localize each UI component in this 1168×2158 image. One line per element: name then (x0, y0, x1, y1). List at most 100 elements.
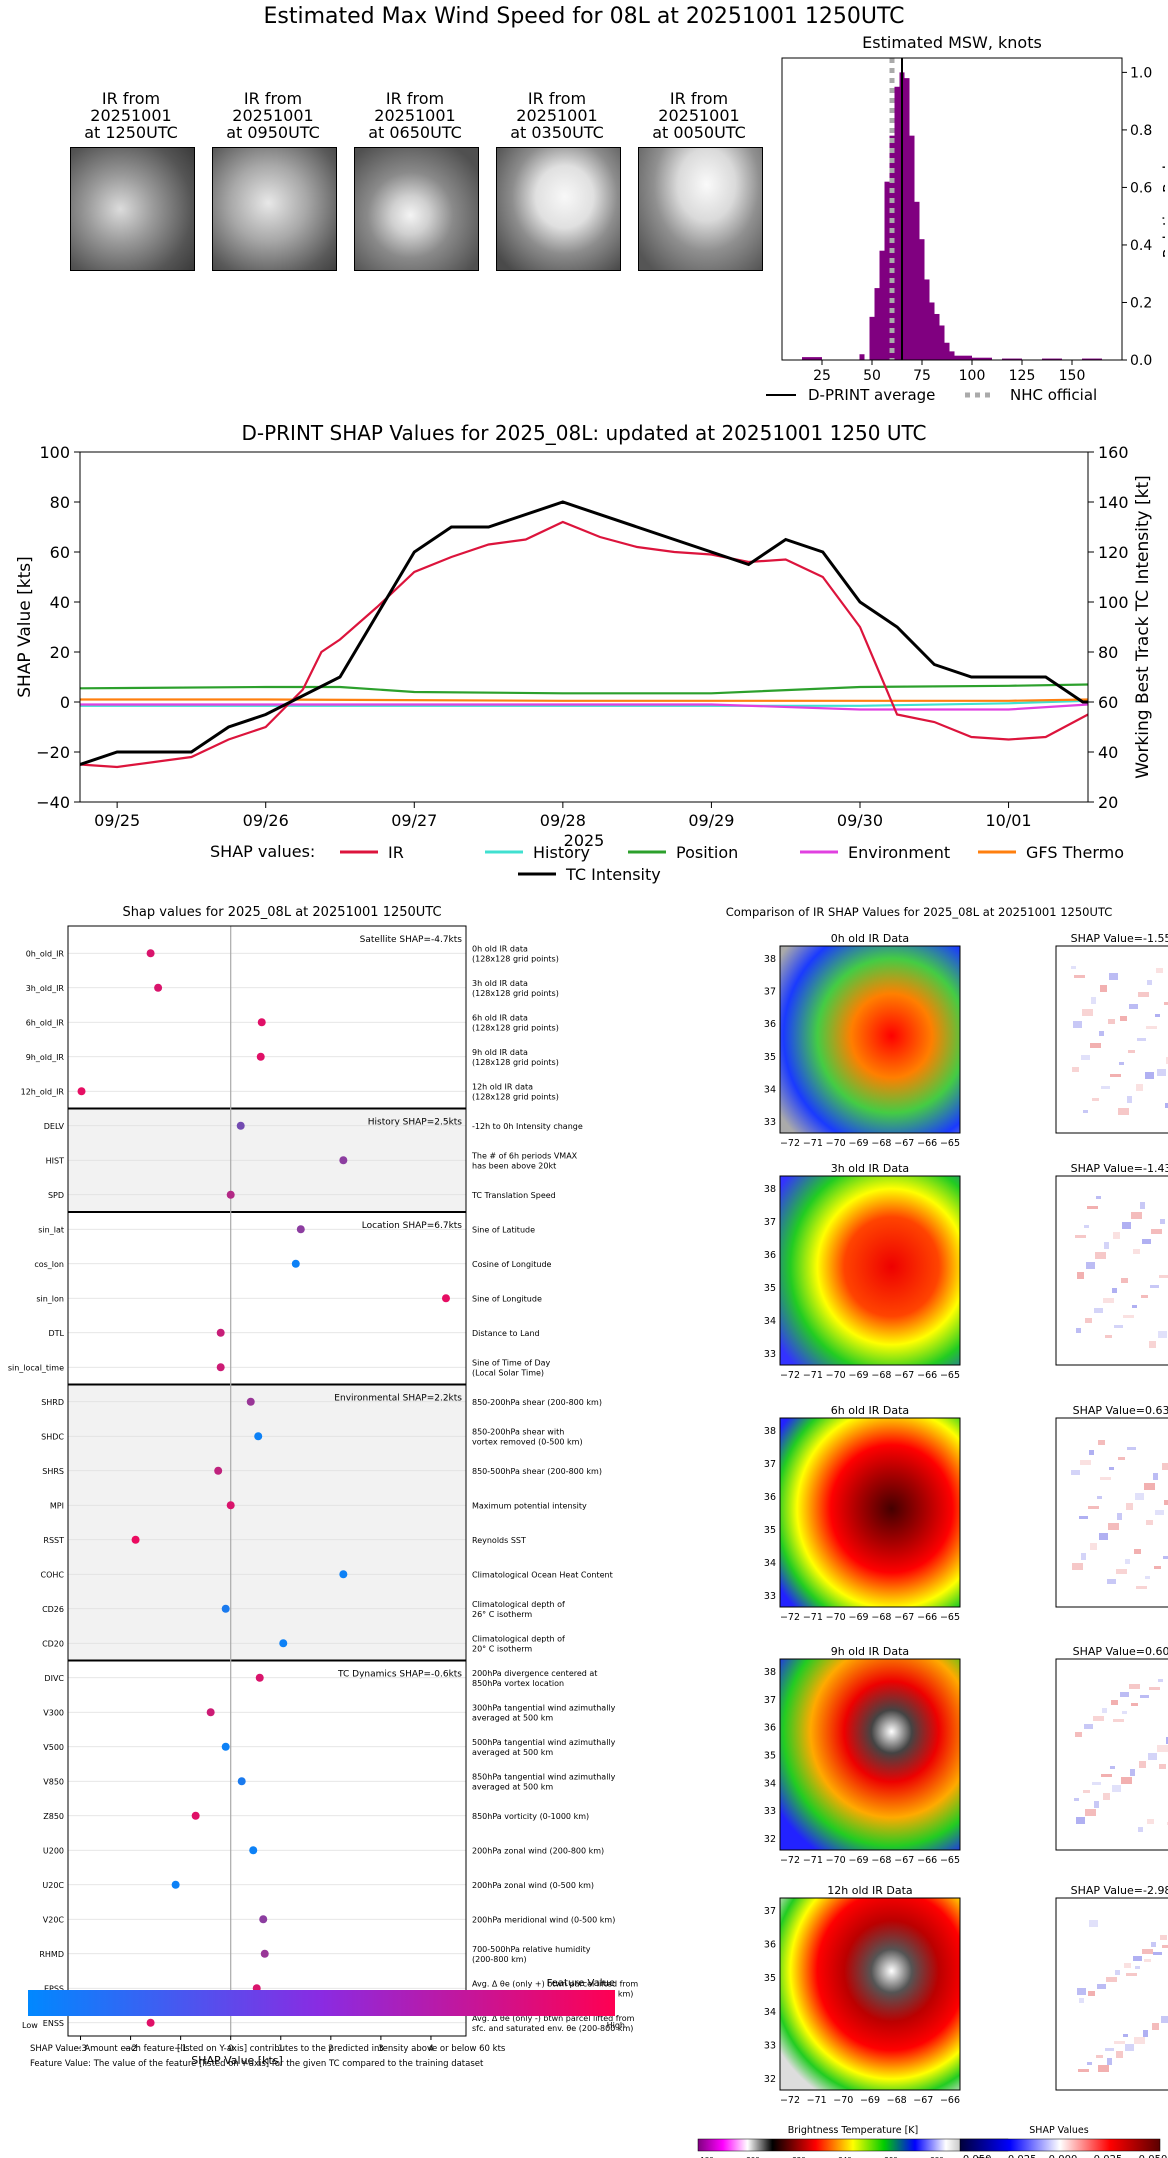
shap-blob (1094, 1801, 1099, 1808)
shap-blob (1122, 1222, 1131, 1229)
shap-blob (1087, 1206, 1098, 1209)
shap-blob (1127, 1096, 1132, 1103)
lat-tick-label: 33 (764, 1117, 776, 1128)
group-label: Environmental SHAP=2.2kts (334, 1394, 462, 1404)
group-label: Satellite SHAP=-4.7kts (360, 935, 463, 945)
shap-blob (1093, 1716, 1104, 1721)
page-title: Estimated Max Wind Speed for 08L at 2025… (263, 4, 905, 29)
feature-description: Reynolds SST (472, 1536, 526, 1545)
feature-shap-point (296, 1225, 305, 1234)
lon-tick-label: −69 (849, 1138, 869, 1149)
shap-blob (1166, 1057, 1168, 1064)
feature-name: CD20 (42, 1639, 64, 1648)
ir-thumbnail-caption: IR from 20251001 at 0050UTC (624, 90, 774, 141)
lat-tick-label: 32 (764, 1834, 776, 1845)
shap-blob (1148, 1753, 1157, 1760)
caption-line: at 0650UTC (368, 123, 462, 142)
shap-blob (1099, 1031, 1104, 1036)
shap-blob (1155, 1014, 1160, 1017)
msw-title: Estimated MSW, knots (862, 33, 1042, 52)
group-label: TC Dynamics SHAP=-0.6kts (337, 1670, 462, 1680)
x-tick-label: −3 (74, 2044, 87, 2054)
colorbar-title: Feature Value (547, 1978, 615, 1989)
y-axis-label: SHAP Value [kts] (15, 556, 35, 698)
shap-blob (1134, 1549, 1141, 1554)
histogram-bar (879, 250, 885, 360)
feature-shap-point (279, 1639, 288, 1648)
lon-tick-label: −67 (894, 1612, 914, 1623)
shap-blob (1140, 1202, 1145, 1209)
legend-nhc-label: NHC official (1010, 386, 1097, 404)
x-tick-label: −2 (124, 2044, 137, 2054)
shap-blob (1162, 1463, 1168, 1470)
shap-blob (1117, 1513, 1122, 1520)
histogram-bar (859, 354, 865, 360)
shap-blob (1114, 2041, 1125, 2044)
caption-line: IR from (243, 89, 303, 108)
shap-blob (1105, 1335, 1112, 1338)
y2-tick-label: 120 (1098, 543, 1129, 562)
shap-panel-title: SHAP Value=-1.43 kts (1071, 1162, 1168, 1175)
shap-blob (1128, 1050, 1135, 1053)
shap-panel-title: SHAP Value=0.63 kts (1073, 1404, 1168, 1417)
feature-shap-point (226, 1190, 235, 1199)
caption-line: at 0050UTC (652, 123, 746, 142)
feature-description: 6h old IR data (472, 1013, 528, 1022)
feature-description: Maximum potential intensity (472, 1501, 587, 1510)
note-shap: SHAP Value: Amount each feature [listed … (30, 2044, 506, 2054)
histogram-bar (1082, 358, 1102, 360)
lon-tick-label: −67 (894, 1855, 914, 1866)
y-axis-label: Relative Prob (1160, 160, 1165, 259)
shap-blob (1118, 1457, 1125, 1460)
plot-frame (781, 57, 1123, 361)
lat-tick-label: 33 (764, 1349, 776, 1360)
feature-name: DIVC (44, 1674, 64, 1683)
shap-blob (1090, 1043, 1101, 1048)
feature-shap-point (254, 1432, 263, 1441)
shap-map (1055, 1417, 1168, 1608)
shap-blob (1146, 1026, 1157, 1029)
shap-blob (1158, 1679, 1163, 1682)
lat-tick-label: 34 (764, 1778, 776, 1789)
shap-blob (1145, 1576, 1150, 1579)
caption-line: 20251001 (374, 106, 456, 125)
histogram-bar (884, 181, 890, 360)
shap-blob (1164, 1002, 1168, 1005)
feature-name: SPD (48, 1191, 64, 1200)
y2-tick-label: 60 (1098, 693, 1118, 712)
y2-tick-label: 100 (1098, 593, 1129, 612)
shap-blob (1131, 1703, 1138, 1706)
lon-tick-label: −70 (826, 1612, 846, 1623)
shap-map (1055, 1175, 1168, 1366)
caption-line: at 0350UTC (510, 123, 604, 142)
feature-description: 850-500hPa shear (200-800 km) (472, 1467, 602, 1476)
lon-tick-label: −71 (803, 1612, 823, 1623)
shap-blob (1135, 1493, 1144, 1500)
plot-frame (67, 925, 467, 2037)
feature-name: SHRD (41, 1398, 64, 1407)
feature-description: Avg. Δ θe (only -) btwn parcel lifted fr… (472, 2014, 635, 2023)
shap-blob (1127, 1447, 1136, 1450)
shap-blob (1081, 1553, 1086, 1560)
feature-shap-point (249, 1846, 258, 1855)
histogram-bar (889, 135, 895, 360)
shap-blob (1116, 2051, 1123, 2058)
shap-blob (1146, 1520, 1153, 1525)
ir-thumbnail-image (212, 147, 337, 271)
feature-description: Avg. Δ θe (only +) btwn parcel lifted fr… (472, 1979, 638, 1988)
lon-tick-label: −72 (780, 1138, 800, 1149)
feature-name: COHC (41, 1570, 65, 1579)
y2-axis-label: Working Best Track TC Intensity [kt] (1133, 475, 1153, 779)
shap-colorbar-tick: −0.050 (954, 2154, 991, 2158)
shap-blob (1132, 1305, 1137, 1308)
legend-label: Environment (848, 843, 950, 862)
shap-blob (1085, 1809, 1096, 1816)
histogram-bar (944, 342, 950, 360)
feature-description: Sine of Longitude (472, 1294, 542, 1303)
lat-tick-label: 33 (764, 1806, 776, 1817)
feature-name: Z850 (43, 1812, 64, 1821)
x-tick-label: 0 (228, 2044, 234, 2054)
shap-blob (1151, 1942, 1156, 1947)
shap-blob (1103, 1793, 1110, 1800)
shap-blob (1164, 1500, 1168, 1505)
